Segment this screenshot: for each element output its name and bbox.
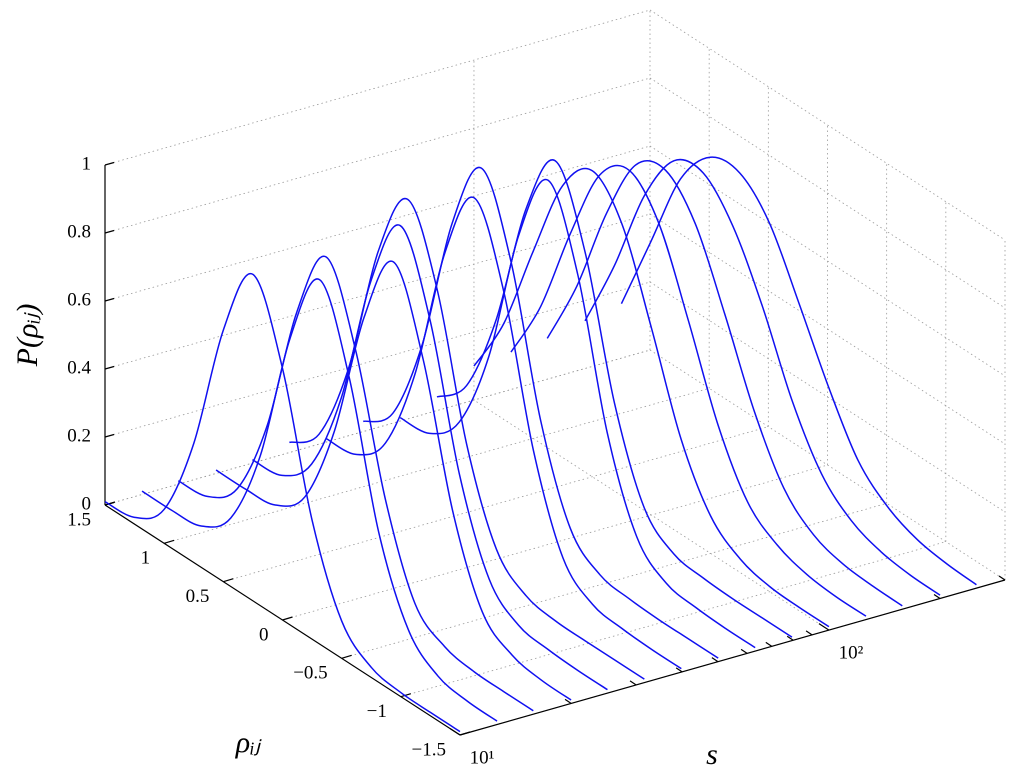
x-tick-label: 10² <box>839 642 864 663</box>
curve <box>141 278 498 722</box>
z-tick <box>104 297 115 302</box>
curve <box>510 164 867 617</box>
y-tick-label: −0.5 <box>293 663 327 684</box>
x-minor-tick <box>933 593 941 599</box>
y-tick-label: 1 <box>141 548 151 569</box>
z-tick <box>104 229 115 234</box>
grid-line <box>104 145 651 302</box>
y-tick <box>223 578 234 583</box>
grid-line <box>473 399 830 631</box>
z-tick-label: 0.4 <box>67 357 91 378</box>
y-tick-label: 0 <box>259 624 269 645</box>
y-tick-label: −1.5 <box>412 739 446 760</box>
x-minor-tick <box>740 648 748 654</box>
y-tick <box>341 654 352 659</box>
x-tick <box>818 623 830 631</box>
curve <box>436 159 793 638</box>
y-tick <box>459 731 471 736</box>
y-tick-label: 0.5 <box>186 586 210 607</box>
grid-line <box>400 541 946 698</box>
x-minor-tick <box>786 635 794 641</box>
y-tick <box>104 501 116 506</box>
x-minor-tick <box>675 667 683 673</box>
z-tick-label: 1 <box>82 153 92 174</box>
x-minor-tick <box>711 657 719 663</box>
y-tick-label: 1.5 <box>67 509 91 530</box>
y-tick <box>400 693 412 698</box>
grid-line <box>649 77 1006 309</box>
x-minor-tick <box>564 698 572 704</box>
y-tick <box>282 616 293 621</box>
z-axis-label: P(ρᵢⱼ) <box>11 304 44 368</box>
grid-line <box>282 464 828 621</box>
grid-line <box>104 349 651 506</box>
z-tick-label: 0.6 <box>67 289 91 310</box>
x-minor-tick <box>998 575 1006 581</box>
z-tick-label: 0 <box>82 493 92 514</box>
grid-line <box>104 77 651 234</box>
grid-line <box>104 9 651 166</box>
z-tick <box>104 433 115 438</box>
grid-line <box>223 426 769 583</box>
curve <box>177 255 534 712</box>
z-tick-label: 0.2 <box>67 425 91 446</box>
curve <box>363 166 719 659</box>
y-tick <box>163 539 175 544</box>
y-axis-label: ρᵢⱼ <box>235 726 262 759</box>
x-minor-tick <box>805 630 813 636</box>
y-tick-label: −1 <box>367 701 387 722</box>
grid-line <box>649 145 1006 377</box>
curve <box>399 178 756 649</box>
z-tick <box>104 365 115 370</box>
x-axis <box>459 579 1006 736</box>
curve <box>584 158 941 596</box>
grid-line <box>649 9 1006 241</box>
curve <box>252 224 608 691</box>
curve <box>473 167 830 628</box>
x-minor-tick <box>629 680 637 686</box>
x-tick <box>449 727 461 736</box>
grid-line <box>341 502 887 659</box>
curve <box>289 197 645 680</box>
curve <box>620 156 977 586</box>
curve <box>215 260 572 701</box>
z-tick-label: 0.8 <box>67 221 91 242</box>
z-tick <box>104 161 115 166</box>
x-minor-tick <box>765 641 773 647</box>
grid-line <box>104 281 651 438</box>
grid-line <box>164 387 710 544</box>
curve <box>546 159 903 607</box>
x-axis-label: s <box>706 738 718 771</box>
x-tick-label: 10¹ <box>470 747 495 768</box>
